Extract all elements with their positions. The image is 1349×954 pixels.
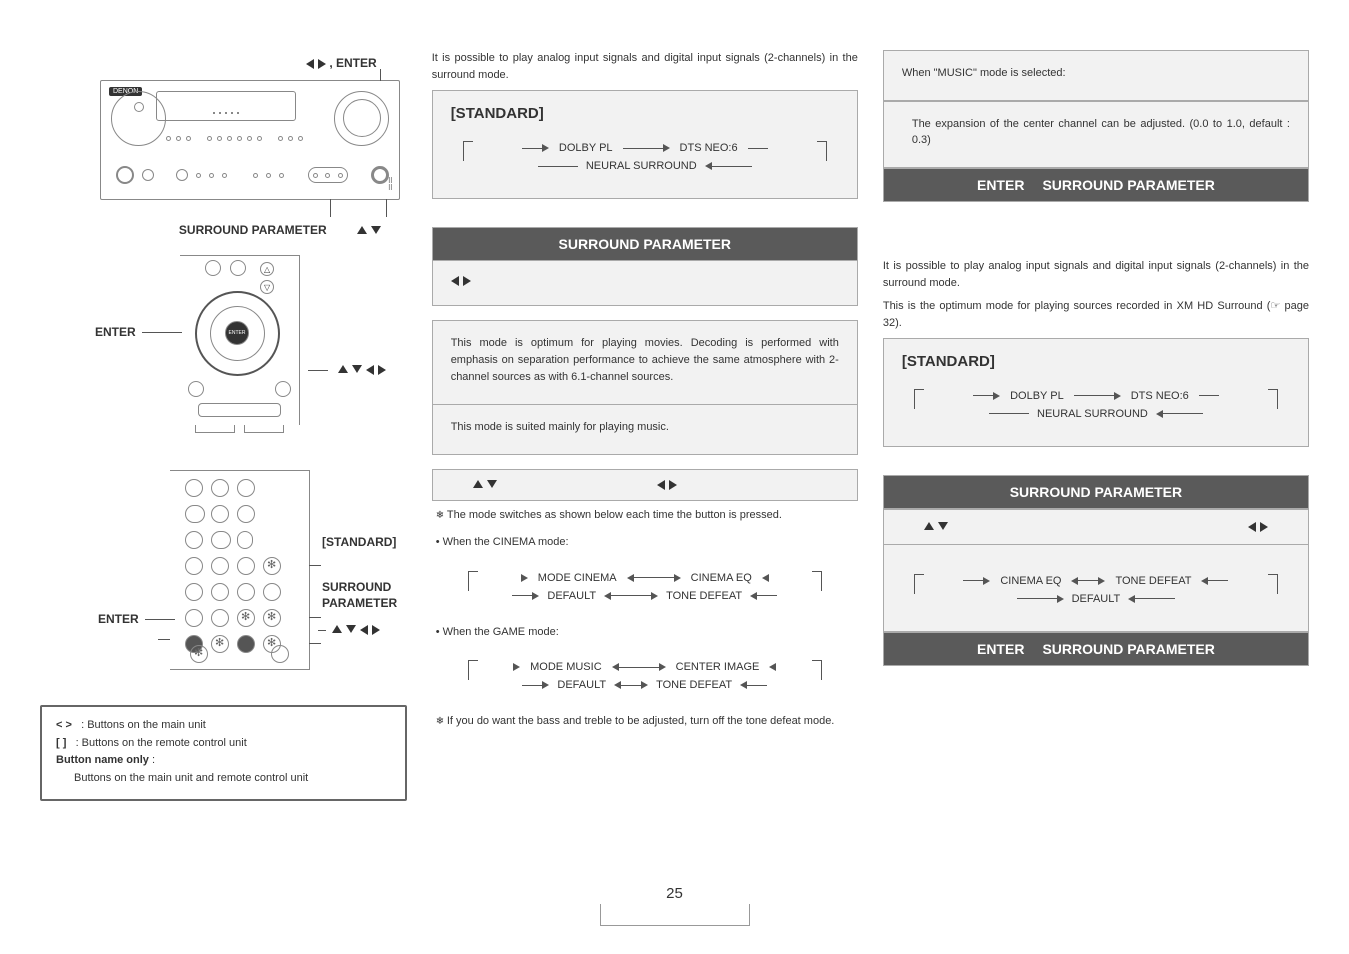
rloop4-a: CINEMA EQ	[1000, 575, 1061, 587]
enter-label-r2: ENTER	[977, 641, 1024, 657]
main-knob-right	[334, 91, 389, 146]
remote-grid-sketch	[170, 470, 310, 670]
lr-box	[432, 261, 858, 306]
surround-parameter-label: SURROUND PARAMETER	[179, 223, 327, 237]
loop2-c: DEFAULT	[547, 590, 596, 602]
rloop1-a: DOLBY PL	[1010, 390, 1064, 402]
arrow-box	[432, 469, 858, 501]
footer-tab	[600, 904, 750, 926]
sp-knob	[371, 166, 389, 184]
cinema-desc-box: This mode is optimum for playing movies.…	[432, 320, 858, 405]
music-sel-box: When "MUSIC" mode is selected:	[883, 50, 1309, 101]
standard-title: [STANDARD]	[451, 105, 839, 122]
sp-title-r: SURROUND PARAMETER	[1010, 484, 1182, 500]
remote-mini-2	[230, 260, 246, 276]
right-intro-a: It is possible to play analog input sign…	[883, 258, 1309, 292]
enter-label-r: ENTER	[977, 177, 1024, 193]
enter-label-2: ENTER	[98, 612, 139, 626]
remote-dpad-sketch: △ ▽ ENTER	[180, 255, 300, 425]
enter-sp-box-2: ENTER SURROUND PARAMETER	[883, 632, 1309, 666]
when-game: When the GAME mode:	[436, 624, 854, 641]
loop1-a: DOLBY PL	[559, 142, 613, 154]
standard-title-r: [STANDARD]	[902, 353, 1290, 370]
when-cinema: When the CINEMA mode:	[436, 534, 854, 551]
remote-mini-1	[205, 260, 221, 276]
legend-sym1: < >	[56, 719, 72, 731]
standard-btn	[263, 557, 281, 575]
legend-box: < > : Buttons on the main unit [ ] : But…	[40, 705, 407, 801]
remote-mini-5	[188, 381, 204, 397]
legend-txt3: Buttons on the main unit and remote cont…	[56, 770, 391, 788]
loop2-d: TONE DEFEAT	[666, 590, 742, 602]
display	[156, 91, 296, 121]
music-sel: When "MUSIC" mode is selected:	[902, 65, 1290, 82]
standard-label: [STANDARD]	[322, 535, 396, 549]
loop1-c: NEURAL SURROUND	[586, 160, 697, 172]
remote-mini-6	[275, 381, 291, 397]
legend-txt2: : Buttons on the remote control unit	[76, 737, 247, 749]
cinema-desc: This mode is optimum for playing movies.…	[451, 335, 839, 386]
legend-lab3: Button name only	[56, 754, 149, 766]
tone-note: If you do want the bass and treble to be…	[447, 715, 835, 727]
standard-box-r: [STANDARD] DOLBY PL DTS NEO:6 NEURAL SUR…	[883, 338, 1309, 447]
legend-sym2: [ ]	[56, 737, 66, 749]
loop2-a: MODE CINEMA	[538, 572, 617, 584]
right-intro-b: This is the optimum mode for playing sou…	[883, 298, 1309, 332]
page-number: 25	[666, 885, 683, 902]
arrow-box-r	[883, 509, 1309, 545]
sp-label-r2: SURROUND PARAMETER	[1042, 641, 1214, 657]
enter-label: ENTER	[95, 325, 136, 339]
dpad-enter: ENTER	[225, 321, 249, 345]
loop4-box: CINEMA EQ TONE DEFEAT DEFAULT	[883, 545, 1309, 632]
lr-enter-label2: , ENTER	[329, 56, 376, 70]
loop2-b: CINEMA EQ	[691, 572, 752, 584]
main-unit-sketch: DENON	[100, 80, 400, 200]
surround-param-btn	[263, 609, 281, 627]
sp-label-2: PARAMETER	[322, 596, 397, 610]
loop3-c: DEFAULT	[557, 679, 606, 691]
sp-box: SURROUND PARAMETER	[432, 227, 858, 261]
sp-title: SURROUND PARAMETER	[559, 236, 731, 252]
standard-box: [STANDARD] DOLBY PL DTS NEO:6 NEURAL SUR…	[432, 90, 858, 199]
loop3-d: TONE DEFEAT	[656, 679, 732, 691]
loop3-b: CENTER IMAGE	[676, 661, 760, 673]
center-adj-box: The expansion of the center channel can …	[883, 101, 1309, 168]
sp-label-1: SURROUND	[322, 580, 391, 594]
loop1-b: DTS NEO:6	[680, 142, 738, 154]
rloop1-c: NEURAL SURROUND	[1037, 408, 1148, 420]
sp-label-r: SURROUND PARAMETER	[1042, 177, 1214, 193]
rloop1-b: DTS NEO:6	[1131, 390, 1189, 402]
music-desc: This mode is suited mainly for playing m…	[451, 419, 839, 436]
mid-intro: It is possible to play analog input sign…	[432, 50, 858, 84]
music-desc-box: This mode is suited mainly for playing m…	[432, 405, 858, 455]
sp-box-r: SURROUND PARAMETER	[883, 475, 1309, 509]
rloop4-c: DEFAULT	[1072, 593, 1121, 605]
remote-mini-3: △	[260, 262, 274, 276]
enter-sp-box: ENTER SURROUND PARAMETER	[883, 168, 1309, 202]
loop3-a: MODE MUSIC	[530, 661, 602, 673]
center-adj: The expansion of the center channel can …	[912, 116, 1290, 149]
rloop4-b: TONE DEFEAT	[1115, 575, 1191, 587]
legend-txt1: : Buttons on the main unit	[81, 719, 206, 731]
legend-colon: :	[149, 754, 155, 766]
switch-note: The mode switches as shown below each ti…	[447, 509, 782, 521]
